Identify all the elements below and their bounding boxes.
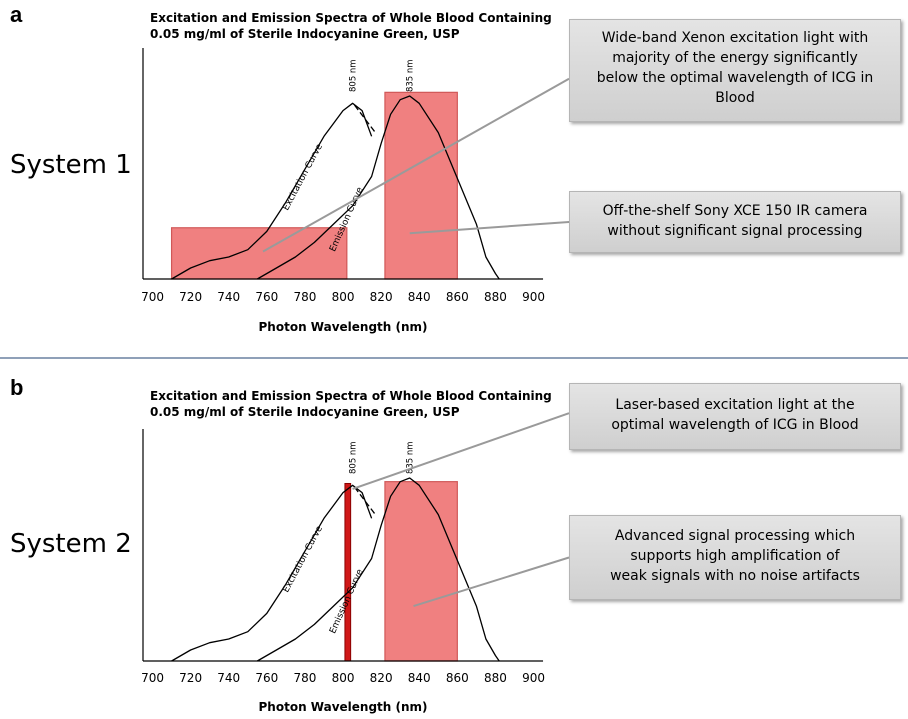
excitation-curve-label: Excitation Curve [281,524,325,594]
x-tick-label: 860 [446,290,469,304]
x-tick-label: 700 [141,671,164,685]
callout-line: Wide-band Xenon excitation light with [601,30,869,46]
panel-letter: a [10,2,23,27]
x-tick-label: 900 [522,671,545,685]
callout-line: weak signals with no noise artifacts [610,568,860,584]
chart-title-line1: Excitation and Emission Spectra of Whole… [150,389,552,403]
callout-box-1: Laser-based excitation light at the optim… [569,383,901,450]
x-tick-label: 800 [332,290,355,304]
x-tick-label: 820 [370,671,393,685]
peak-dash [354,486,376,515]
x-axis-title: Photon Wavelength (nm) [259,320,428,334]
panel-b: b Excitation and Emission Spectra of Who… [0,361,908,719]
excitation-curve [171,484,373,662]
callout-pointer [409,221,570,235]
callout-box-2: Off-the-shelf Sony XCE 150 IR camera with… [569,191,901,253]
callout-pointer [262,77,570,253]
callout-box-2: Advanced signal processing which supports… [569,515,901,600]
chart-title: Excitation and Emission Spectra of Whole… [150,388,552,420]
system-label: System 2 [10,529,132,559]
x-tick-label: 880 [484,290,507,304]
x-tick-label: 820 [370,290,393,304]
callout-line: majority of the energy significantly [612,50,858,66]
x-tick-label: 800 [332,671,355,685]
x-tick-label: 860 [446,671,469,685]
callout-line: optimal wavelength of ICG in Blood [611,417,859,433]
x-tick-label: 740 [217,671,240,685]
callout-line: without significant signal processing [607,223,863,239]
callout-line: supports high amplification of [630,548,840,564]
x-tick-label: 760 [255,671,278,685]
callout-pointer [413,556,570,608]
x-tick-label: 780 [293,290,316,304]
x-tick-label: 840 [408,290,431,304]
callout-line: Off-the-shelf Sony XCE 150 IR camera [602,203,868,219]
callout-box-1: Wide-band Xenon excitation light with maj… [569,19,901,122]
callout-line: below the optimal wavelength of ICG in [596,70,874,86]
x-tick-label: 720 [179,290,202,304]
panel-divider [0,357,908,359]
chart-title-line1: Excitation and Emission Spectra of Whole… [150,11,552,25]
chart-title-line2: 0.05 mg/ml of Sterile Indocyanine Green,… [150,405,460,419]
callout-line: Advanced signal processing which [614,528,856,544]
x-tick-label: 840 [408,671,431,685]
x-axis-title: Photon Wavelength (nm) [259,700,428,714]
detection-band-1 [384,91,458,280]
emission-curve [256,95,500,280]
callout-line: Blood [715,90,755,106]
x-tick-label: 780 [293,671,316,685]
laser-band [344,482,352,662]
x-tick-label: 900 [522,290,545,304]
emission-curve [256,477,500,662]
detection-band-1 [384,481,458,662]
x-tick-label: 700 [141,290,164,304]
chart-title: Excitation and Emission Spectra of Whole… [150,10,552,42]
peak-label-1: 835 nm [406,59,416,92]
x-tick-label: 760 [255,290,278,304]
peak-label-1: 835 nm [406,441,416,474]
panel-letter: b [10,375,24,400]
chart-title-line2: 0.05 mg/ml of Sterile Indocyanine Green,… [150,27,460,41]
system-label: System 1 [10,150,132,180]
x-tick-label: 740 [217,290,240,304]
x-tick-label: 880 [484,671,507,685]
peak-label-0: 805 nm [349,59,359,92]
excitation-curve [171,102,373,280]
callout-pointer [352,412,570,490]
peak-dash [354,104,376,133]
detection-band-0 [170,227,348,280]
callout-line: Laser-based excitation light at the [615,397,855,413]
x-tick-label: 720 [179,671,202,685]
peak-label-0: 805 nm [349,441,359,474]
panel-a: a Excitation and Emission Spectra of Who… [0,0,908,358]
excitation-curve-label: Excitation Curve [281,142,325,212]
